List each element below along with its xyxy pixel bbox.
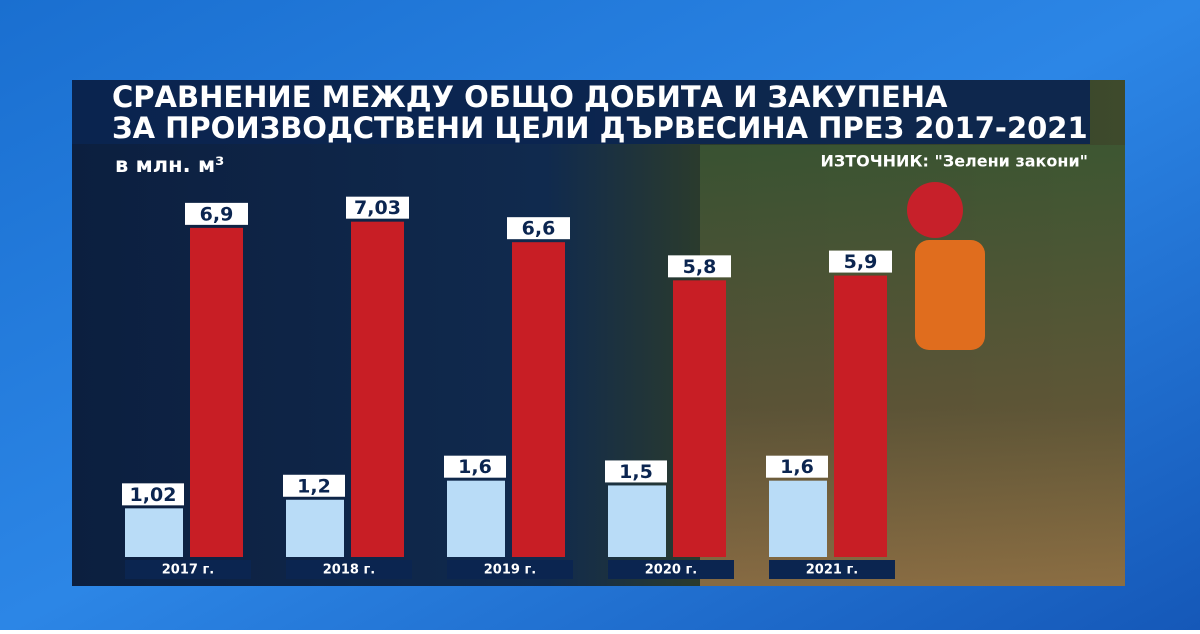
value-label: 5,9	[844, 251, 878, 273]
bar	[125, 508, 183, 557]
x-tick-label: 2020 г.	[645, 563, 697, 578]
value-label-box	[185, 202, 248, 225]
bar	[351, 221, 404, 557]
bar	[286, 499, 344, 557]
value-label: 1,02	[130, 484, 177, 506]
value-label: 1,2	[297, 475, 331, 497]
value-label-box	[122, 483, 184, 506]
value-label: 6,9	[200, 203, 234, 225]
value-label: 6,6	[522, 218, 556, 240]
value-label-box	[507, 217, 570, 240]
value-label: 1,6	[458, 456, 492, 478]
value-label: 7,03	[354, 197, 401, 219]
value-label: 5,8	[683, 256, 717, 278]
value-label-box	[283, 474, 345, 497]
x-tick-label: 2017 г.	[162, 563, 214, 578]
value-label-box	[444, 455, 506, 478]
source: ИЗТОЧНИК: "Зелени закони"	[820, 152, 1088, 171]
value-label-box	[829, 250, 892, 273]
value-label-box	[766, 455, 828, 478]
subtitle: в млн. м³	[115, 153, 224, 177]
value-label-box	[668, 255, 731, 278]
bar	[190, 227, 243, 557]
bar	[512, 242, 565, 557]
value-label: 1,5	[619, 461, 653, 483]
title-banner	[72, 80, 1090, 144]
value-label-box	[346, 196, 409, 219]
x-tick-label: 2019 г.	[484, 563, 536, 578]
photo-helmet	[907, 182, 963, 238]
x-label-box	[447, 560, 573, 579]
chart-title: ЗА ПРОИЗВОДСТВЕНИ ЦЕЛИ ДЪРВЕСИНА ПРЕЗ 20…	[112, 111, 1088, 145]
chart-title: СРАВНЕНИЕ МЕЖДУ ОБЩО ДОБИТА И ЗАКУПЕНА	[112, 80, 948, 114]
bar	[447, 480, 505, 557]
bar	[834, 275, 887, 557]
x-tick-label: 2021 г.	[806, 563, 858, 578]
bar	[673, 280, 726, 557]
bar	[769, 480, 827, 557]
value-label: 1,6	[780, 456, 814, 478]
x-label-box	[286, 560, 412, 579]
x-label-box	[769, 560, 895, 579]
x-label-box	[125, 560, 251, 579]
photo-worker	[915, 240, 985, 350]
x-tick-label: 2018 г.	[323, 563, 375, 578]
x-label-box	[608, 560, 734, 579]
value-label-box	[605, 460, 667, 483]
bar	[608, 485, 666, 557]
